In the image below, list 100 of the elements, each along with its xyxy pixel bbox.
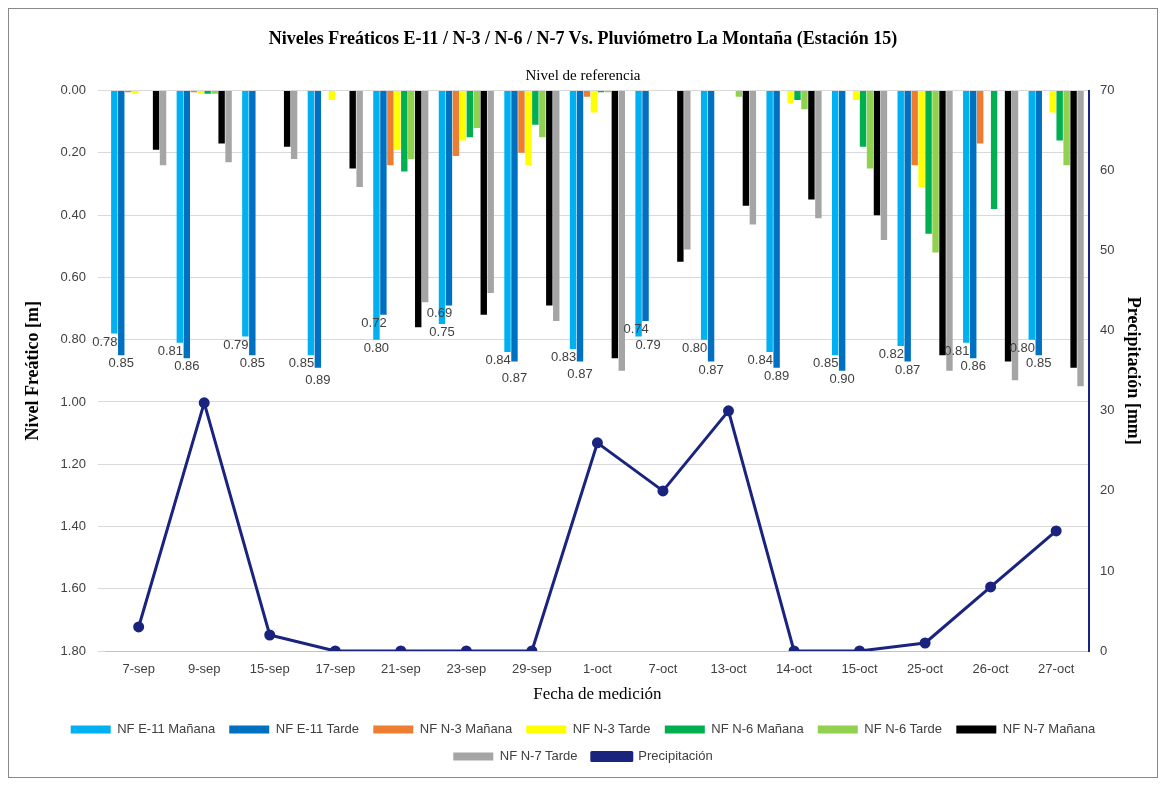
data-label: 0.79: [223, 336, 249, 352]
data-label: 0.78: [92, 333, 118, 349]
y-tick-label: 1.20: [60, 455, 86, 471]
bar: [225, 91, 232, 163]
x-tick-label: 15-sep: [249, 661, 290, 677]
bar: [111, 91, 118, 334]
x-tick-label: 17-sep: [315, 661, 356, 677]
bar: [249, 91, 256, 356]
data-label: 0.90: [829, 370, 855, 386]
y2-tick-label: 40: [1099, 322, 1115, 338]
x-tick-label: 15-oct: [841, 661, 879, 677]
x-tick-label: 7-oct: [648, 661, 678, 677]
data-label: 0.80: [682, 339, 708, 355]
chart-subtitle: Nivel de referencia: [525, 66, 641, 83]
x-tick-label: 7-sep: [122, 661, 155, 677]
legend-label: NF N-3 Mañana: [419, 721, 514, 737]
bar: [466, 91, 474, 138]
bar: [314, 91, 322, 368]
bar: [1004, 91, 1012, 362]
x-tick-label: 13-oct: [710, 661, 747, 677]
bar: [569, 91, 577, 350]
bar: [242, 91, 249, 337]
data-label: 0.86: [960, 358, 986, 374]
legend-label: Precipitación: [638, 748, 713, 764]
data-label: 0.86: [174, 358, 200, 374]
bar: [480, 91, 487, 315]
bar: [576, 91, 584, 362]
bar: [445, 91, 453, 306]
bar: [918, 91, 925, 188]
bar: [283, 91, 291, 147]
data-label: 0.81: [157, 342, 184, 358]
y-tick-label: 0.20: [60, 144, 86, 160]
legend-label: NF N-6 Mañana: [711, 721, 805, 737]
bar: [618, 91, 625, 371]
bar: [749, 91, 757, 225]
bar: [873, 91, 881, 216]
data-label: 0.87: [698, 361, 724, 377]
x-tick-label: 26-oct: [972, 661, 1010, 677]
bar: [801, 91, 808, 110]
bar: [677, 91, 684, 262]
y2-tick-label: 30: [1099, 402, 1115, 418]
data-label: 0.83: [550, 349, 577, 365]
x-tick-label: 25-oct: [907, 661, 944, 677]
bar: [415, 91, 422, 328]
y-tick-label: 0.60: [60, 268, 86, 284]
bar: [328, 91, 335, 100]
bar: [204, 91, 211, 94]
bar: [176, 91, 184, 343]
bar: [773, 91, 780, 368]
bar: [700, 91, 708, 340]
data-label: 0.84: [747, 352, 773, 368]
bar: [794, 91, 801, 100]
bar: [504, 91, 511, 353]
bar: [532, 91, 539, 125]
bar: [963, 91, 970, 343]
y-tick-label: 1.00: [60, 393, 86, 409]
bar: [583, 91, 591, 97]
bar: [932, 91, 939, 253]
bar: [525, 91, 532, 166]
bar: [939, 91, 946, 356]
bar: [218, 91, 225, 144]
legend-label: NF E-11 Mañana: [117, 721, 217, 737]
bar: [459, 91, 467, 141]
x-tick-label: 9-sep: [187, 661, 221, 677]
data-label: 0.89: [305, 371, 331, 387]
y-axis-title: Nivel Freático [m]: [22, 301, 43, 441]
y2-tick-label: 0: [1099, 642, 1108, 658]
legend-label: NF N-6 Tarde: [864, 721, 943, 737]
bar: [897, 91, 904, 346]
bar: [380, 91, 387, 315]
y-tick-label: 1.80: [60, 642, 86, 658]
y2-tick-label: 20: [1099, 482, 1115, 498]
bar: [1028, 91, 1035, 340]
chart-title: Niveles Freáticos E-11 / N-3 / N-6 / N-7 Vs. Pluviómetro La Montaña (Estación 15): [268, 28, 898, 50]
y2-tick-label: 10: [1099, 562, 1115, 578]
bar: [766, 91, 773, 353]
bar: [911, 91, 918, 166]
x-tick-label: 29-sep: [512, 661, 552, 677]
bar: [904, 91, 911, 362]
y-tick-label: 1.60: [60, 580, 86, 596]
data-label: 0.85: [813, 355, 839, 371]
bar: [408, 91, 415, 160]
y2-tick-label: 50: [1099, 242, 1115, 258]
bar: [546, 91, 553, 306]
data-label: 0.85: [1026, 355, 1052, 371]
bar: [1035, 91, 1042, 356]
bar: [131, 91, 139, 94]
bar: [787, 91, 794, 104]
bar: [473, 91, 480, 128]
bar: [394, 91, 401, 150]
bar: [831, 91, 839, 356]
y-tick-label: 0.00: [60, 82, 86, 98]
bar: [356, 91, 363, 188]
legend-label: NF N-7 Tarde: [499, 748, 578, 764]
x-tick-label: 23-sep: [446, 661, 487, 677]
bar: [349, 91, 356, 169]
data-label: 0.87: [895, 361, 921, 377]
bar: [838, 91, 846, 371]
data-label: 0.75: [429, 324, 455, 340]
bar: [183, 91, 190, 359]
